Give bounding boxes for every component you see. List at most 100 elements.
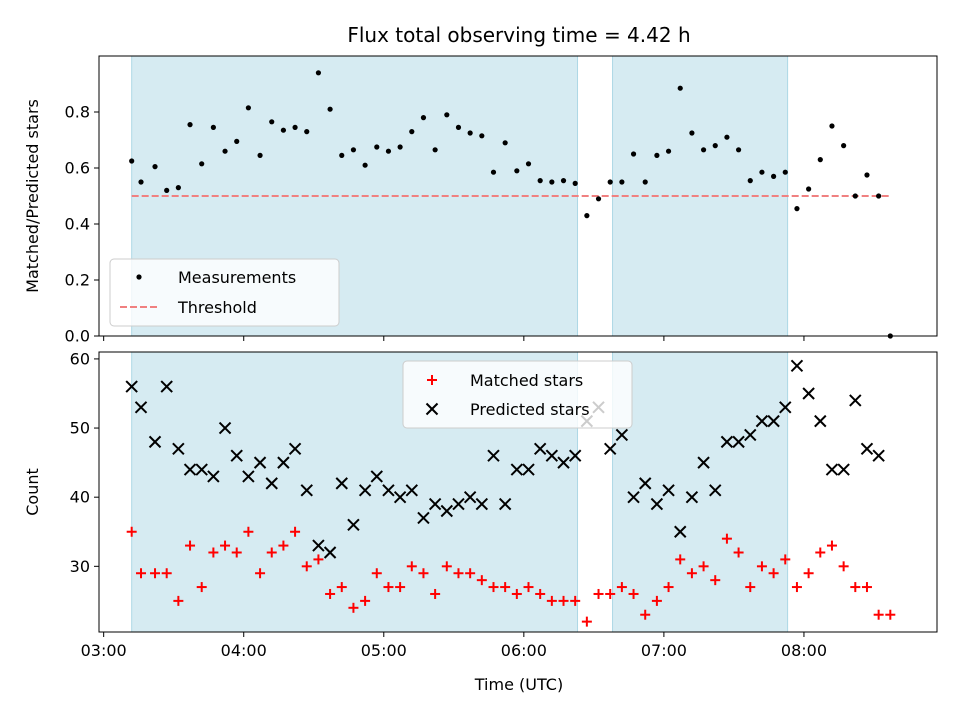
predicted-point-12 bbox=[265, 477, 278, 490]
predicted-point-b bbox=[230, 449, 243, 462]
predicted-point-57 bbox=[790, 359, 804, 373]
predicted-point-10 bbox=[242, 470, 255, 483]
predicted-point-41 bbox=[603, 442, 617, 455]
matched-point-56 bbox=[780, 554, 791, 565]
matched-point-15 bbox=[301, 561, 312, 572]
matched-point-28 bbox=[453, 568, 464, 579]
matched-point-12 bbox=[266, 547, 277, 558]
predicted-point-9 bbox=[230, 449, 243, 462]
predicted-point-42 bbox=[615, 428, 629, 442]
predicted-point-58 bbox=[802, 387, 815, 400]
bottom-axis-ticks: 03:00 04:00 05:00 06:00 07:00 08:00 30 40 50 60 bbox=[70, 349, 827, 660]
measurement-point-41 bbox=[607, 179, 613, 185]
measurement-point-38 bbox=[572, 180, 578, 186]
predicted-point-b bbox=[134, 401, 148, 414]
measurement-point-30 bbox=[479, 133, 485, 139]
predicted-point-b bbox=[790, 359, 804, 373]
measurement-point-47 bbox=[677, 85, 683, 91]
matched-point-39 bbox=[581, 616, 592, 627]
matched-point-63 bbox=[861, 582, 872, 593]
matched-point-50 bbox=[710, 575, 721, 586]
predicted-point-59 bbox=[814, 414, 827, 428]
predicted-point-8 bbox=[218, 421, 232, 435]
matched-point-23 bbox=[395, 582, 406, 593]
measurement-point-19 bbox=[350, 147, 357, 153]
measurement-point-33 bbox=[514, 168, 520, 174]
predicted-point-b bbox=[498, 497, 512, 511]
matched-point-8 bbox=[220, 540, 231, 551]
matched-point-7 bbox=[208, 547, 219, 558]
predicted-point-37 bbox=[557, 456, 570, 469]
predicted-point-b bbox=[603, 442, 617, 455]
matched-point-9 bbox=[231, 547, 242, 558]
matched-point-11 bbox=[255, 568, 266, 579]
measurement-point-11 bbox=[257, 152, 263, 158]
predicted-point-b bbox=[195, 463, 208, 476]
measurement-point-28 bbox=[455, 124, 462, 130]
bottom-y-axis-label: Count bbox=[23, 468, 42, 516]
predicted-point-1 bbox=[134, 401, 148, 414]
predicted-point-b bbox=[358, 484, 372, 497]
predicted-point-b bbox=[685, 490, 699, 504]
predicted-point-27 bbox=[440, 504, 454, 518]
predicted-point-b bbox=[557, 456, 570, 469]
predicted-point-21 bbox=[370, 470, 383, 483]
bottom-axes-frame bbox=[98, 351, 938, 633]
predicted-point-b bbox=[755, 414, 769, 428]
matched-point-58 bbox=[803, 568, 814, 579]
predicted-point-b bbox=[545, 449, 559, 462]
predicted-point-b bbox=[277, 456, 290, 469]
matched-point-19 bbox=[348, 602, 359, 613]
bottom-legend: Matched stars Predicted stars bbox=[402, 360, 633, 429]
measurement-point-40 bbox=[595, 196, 602, 202]
predicted-point-b bbox=[767, 414, 780, 428]
measurement-point-58 bbox=[806, 186, 812, 192]
measurement-point-4 bbox=[175, 185, 181, 191]
matched-point-49 bbox=[698, 561, 709, 572]
measurement-point-36 bbox=[549, 179, 555, 185]
y-tick-label-4: 0.8 bbox=[65, 103, 90, 122]
legend-matched-marker bbox=[427, 375, 437, 385]
predicted-point-b bbox=[125, 380, 138, 393]
predicted-point-b bbox=[674, 525, 687, 538]
matched-point-55 bbox=[768, 568, 779, 579]
measurement-point-60 bbox=[829, 123, 835, 129]
matched-point-17 bbox=[325, 588, 336, 599]
measurement-point-48 bbox=[689, 130, 695, 136]
predicted-point-b bbox=[405, 484, 418, 497]
y-tick-label-3: 60 bbox=[70, 349, 90, 368]
measurement-point-10 bbox=[245, 105, 251, 111]
predicted-point-b bbox=[732, 435, 745, 449]
measurement-point-13 bbox=[280, 127, 287, 133]
predicted-point-b bbox=[650, 497, 664, 511]
matched-point-36 bbox=[546, 595, 557, 606]
legend-predicted-b bbox=[425, 402, 439, 416]
measurement-point-1 bbox=[138, 179, 144, 185]
predicted-point-b bbox=[265, 477, 278, 490]
predicted-point-b bbox=[510, 463, 524, 476]
measurement-point-56 bbox=[782, 169, 788, 175]
predicted-point-b bbox=[253, 456, 267, 469]
matched-point-65 bbox=[885, 609, 896, 620]
predicted-point-b bbox=[814, 414, 827, 428]
legend-box bbox=[109, 258, 340, 327]
measurement-point-53 bbox=[747, 178, 753, 184]
predicted-point-11 bbox=[253, 456, 267, 469]
predicted-point-56 bbox=[779, 401, 792, 414]
matched-point-26 bbox=[430, 588, 441, 599]
matched-point-59 bbox=[815, 547, 826, 558]
predicted-point-44 bbox=[639, 477, 652, 490]
measurement-point-29 bbox=[467, 130, 473, 136]
matched-point-3 bbox=[161, 568, 172, 579]
measurement-point-3 bbox=[164, 187, 170, 193]
matched-point-31 bbox=[488, 582, 499, 593]
top-y-axis-label: Matched/Predicted stars bbox=[23, 99, 42, 293]
predicted-point-b bbox=[475, 497, 489, 511]
matched-point-25 bbox=[418, 568, 429, 579]
x-tick-label-3: 06:00 bbox=[501, 641, 547, 660]
measurement-point-15 bbox=[304, 129, 310, 135]
predicted-point-20 bbox=[358, 484, 372, 497]
predicted-point-7 bbox=[207, 470, 220, 483]
predicted-point-25 bbox=[417, 511, 430, 525]
